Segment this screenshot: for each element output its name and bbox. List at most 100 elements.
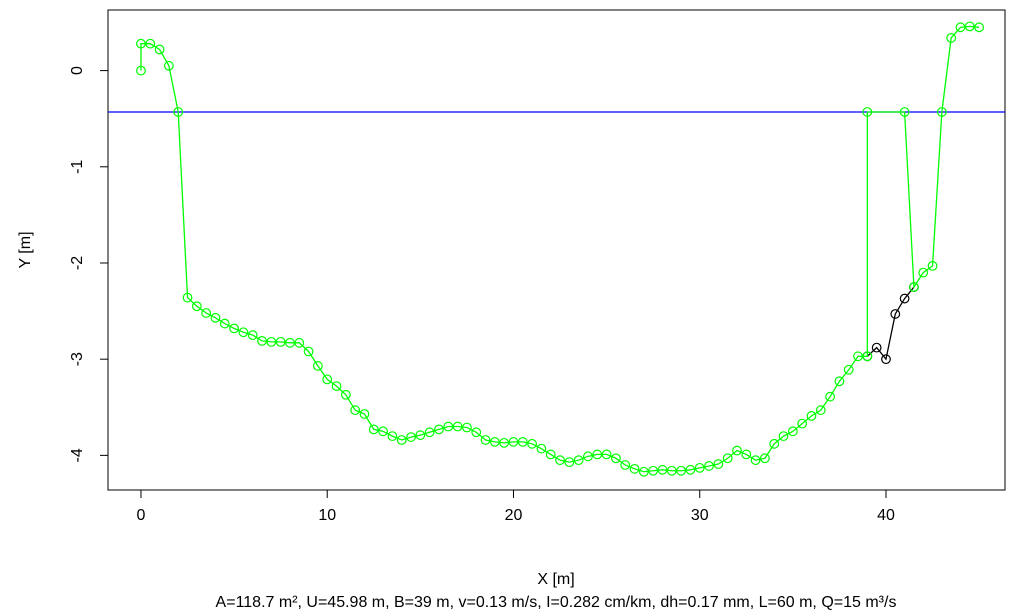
point: [443, 421, 454, 432]
point: [331, 381, 342, 392]
point: [629, 463, 640, 474]
point: [676, 465, 687, 476]
point: [182, 292, 193, 303]
point: [154, 44, 165, 55]
point: [536, 443, 547, 454]
point: [964, 21, 975, 32]
point: [489, 437, 500, 447]
point: [750, 455, 761, 466]
point: [173, 107, 184, 117]
series-line: [866, 286, 915, 361]
point: [545, 449, 556, 460]
point: [778, 431, 789, 442]
y-tick-label: 0: [69, 66, 86, 75]
point: [955, 22, 966, 33]
x-tick-label: 20: [505, 507, 523, 524]
y-tick-label: -4: [69, 448, 86, 462]
y-tick-label: -2: [69, 256, 86, 270]
point: [704, 461, 714, 471]
point: [583, 451, 593, 462]
point: [685, 464, 696, 475]
point: [247, 330, 258, 341]
point: [257, 336, 267, 346]
point: [527, 438, 538, 449]
point: [145, 38, 156, 49]
point: [806, 411, 817, 421]
y-tick-label: -3: [69, 352, 86, 366]
point: [499, 437, 510, 448]
point: [657, 464, 668, 475]
point: [555, 455, 565, 466]
x-tick-label: 10: [318, 507, 336, 524]
point: [722, 453, 733, 464]
point: [862, 107, 873, 117]
point: [210, 312, 221, 323]
point: [191, 301, 202, 312]
point: [760, 453, 770, 464]
point: [415, 430, 426, 441]
point: [396, 435, 407, 445]
point: [881, 354, 891, 365]
point: [974, 22, 985, 33]
point: [434, 424, 444, 435]
point: [294, 337, 305, 348]
point: [136, 38, 146, 49]
point: [853, 351, 863, 362]
point: [564, 457, 575, 468]
point: [769, 438, 780, 449]
point: [638, 466, 649, 477]
point: [732, 445, 742, 456]
point: [508, 437, 519, 447]
point: [611, 453, 621, 464]
y-axis-label: Y [m]: [17, 231, 34, 268]
point: [322, 374, 333, 385]
plot-frame: [107, 9, 1006, 491]
point: [787, 426, 798, 437]
point: [452, 421, 463, 432]
point: [350, 405, 361, 416]
x-tick-label: 0: [137, 507, 146, 524]
point: [890, 309, 901, 319]
point: [797, 418, 808, 429]
point: [303, 346, 314, 357]
point: [480, 435, 491, 445]
point: [275, 336, 286, 347]
point: [834, 376, 845, 387]
y-tick-label: -1: [69, 160, 86, 174]
point: [648, 465, 659, 476]
point: [462, 422, 472, 433]
point: [573, 455, 584, 466]
series-line: [140, 25, 980, 473]
point: [471, 427, 482, 438]
point: [592, 449, 603, 460]
point: [946, 32, 957, 43]
point: [266, 336, 277, 347]
point: [238, 327, 249, 338]
point: [229, 323, 239, 334]
point: [713, 459, 724, 469]
point: [359, 409, 370, 419]
x-tick-label: 30: [691, 507, 709, 524]
point: [899, 293, 910, 304]
point: [741, 449, 752, 460]
point: [899, 107, 910, 117]
annotation: A=118.7 m², U=45.98 m, B=39 m, v=0.13 m/…: [216, 594, 897, 611]
point: [815, 405, 826, 416]
point: [694, 462, 705, 473]
point: [620, 460, 631, 470]
point: [601, 449, 612, 460]
point: [219, 318, 230, 329]
point: [843, 364, 854, 375]
point: [424, 427, 435, 438]
point: [666, 465, 677, 476]
point: [201, 308, 212, 318]
point: [927, 260, 938, 271]
point: [936, 107, 947, 117]
point: [517, 437, 528, 447]
point: [368, 424, 379, 435]
x-axis-label: X [m]: [537, 571, 574, 588]
point: [164, 60, 174, 71]
point: [387, 431, 398, 442]
point: [406, 432, 416, 442]
